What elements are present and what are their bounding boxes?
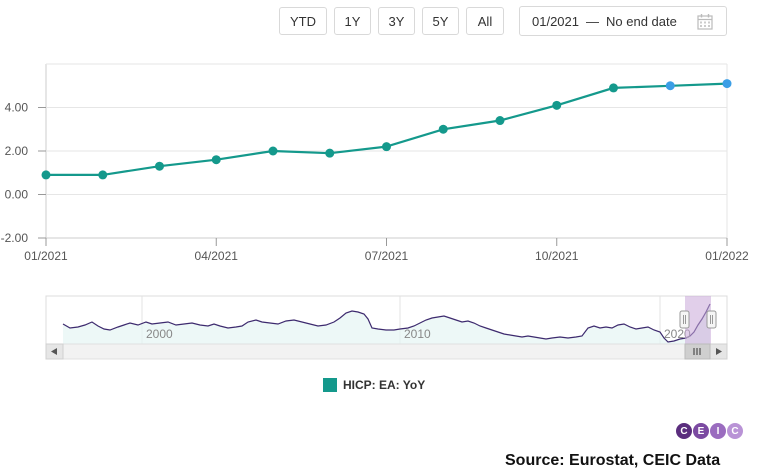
series-line [46,82,728,176]
ceic-logo: C E I C [676,423,744,439]
x-tick-label: 01/2022 [705,249,749,263]
legend-label: HICP: EA: YoY [343,378,426,392]
navigator-right-handle[interactable] [706,310,717,329]
data-point[interactable] [722,79,732,89]
data-point[interactable] [382,142,391,152]
data-point[interactable] [98,170,108,180]
navigator-year-label: 2000 [146,327,173,341]
navigator[interactable]: 2000 2010 2020 [0,292,759,362]
3y-button[interactable]: 3Y [378,7,415,35]
1y-button[interactable]: 1Y [334,7,371,35]
data-point[interactable] [41,170,51,180]
scrollbar-track[interactable] [45,343,728,360]
source-note: Source: Eurostat, CEIC Data [505,452,721,469]
logo-letter: C [727,423,743,439]
date-range-separator: — [586,13,599,29]
y-tick-label: -2.00 [1,231,29,245]
ytd-button[interactable]: YTD [279,7,327,35]
data-point[interactable] [325,148,335,158]
data-point[interactable] [495,116,505,126]
y-tick-label: 2.00 [5,144,29,158]
x-tick-label: 01/2021 [24,249,68,263]
data-point[interactable] [155,161,164,171]
date-range-start[interactable]: 01/2021 [532,13,579,29]
data-point[interactable] [552,100,562,110]
x-tick-label: 07/2021 [365,249,409,263]
date-range-end[interactable]: No end date [606,13,677,29]
navigator-area [63,304,710,344]
arrow-right-icon [716,348,722,355]
navigator-year-label: 2010 [404,327,431,341]
date-range-picker[interactable]: 01/2021 — No end date [519,6,727,36]
line-chart: -2.00 0.00 2.00 4.00 01/2021 04/2021 07/2021 1… [1,63,749,263]
all-button[interactable]: All [466,7,504,35]
data-point[interactable] [609,83,618,93]
navigator-line [62,303,711,343]
data-point[interactable] [268,146,278,156]
arrow-left-icon [51,348,57,355]
scrollbar-thumb[interactable] [684,343,711,360]
calendar-icon[interactable] [697,13,713,30]
y-tick-label: 0.00 [5,188,29,202]
legend-item[interactable]: HICP: EA: YoY [323,378,425,392]
data-point[interactable] [211,155,221,165]
y-tick-label: 4.00 [5,101,29,115]
data-point[interactable] [665,81,675,91]
x-tick-label: 04/2021 [195,249,239,263]
5y-button[interactable]: 5Y [422,7,459,35]
x-tick-label: 10/2021 [535,249,579,263]
logo-letter: I [710,423,726,439]
legend-swatch [323,378,337,392]
navigator-year-label: 2020 [664,327,691,341]
logo-letter: E [693,423,709,439]
logo-letter: C [676,423,692,439]
data-point[interactable] [438,124,448,134]
navigator-left-handle[interactable] [679,310,690,329]
